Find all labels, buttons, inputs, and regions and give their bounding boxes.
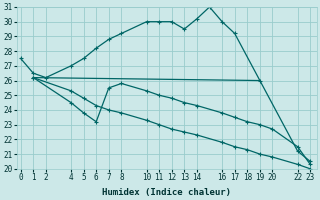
X-axis label: Humidex (Indice chaleur): Humidex (Indice chaleur) [102,188,231,197]
